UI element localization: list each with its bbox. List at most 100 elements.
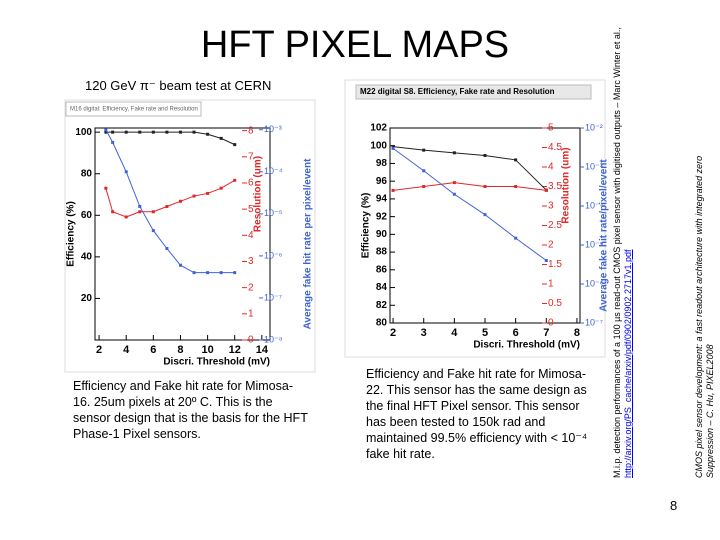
data-point bbox=[422, 148, 426, 152]
chart-header-bar bbox=[65, 101, 202, 117]
data-point bbox=[138, 130, 142, 134]
subtitle: 120 GeV π⁻ beam test at CERN bbox=[85, 78, 272, 93]
x-tick-label: 3 bbox=[421, 327, 427, 339]
y2-tick-label: 5 bbox=[248, 204, 254, 215]
data-point bbox=[544, 188, 548, 192]
reference: M.i.p. detection performances of a 100 µ… bbox=[612, 27, 634, 478]
y3-tick-label: 10⁻⁵ bbox=[264, 208, 283, 218]
y2-tick-label: 8 bbox=[248, 125, 254, 136]
y-tick-label: 102 bbox=[370, 123, 387, 134]
data-point bbox=[233, 143, 237, 147]
y2-tick-label: 4 bbox=[248, 230, 254, 241]
data-point bbox=[483, 185, 487, 188]
x-tick-label: 8 bbox=[177, 344, 183, 356]
y3-tick-label: 10⁻³ bbox=[264, 124, 282, 134]
y2-tick-label: 1.5 bbox=[548, 259, 562, 270]
y3-tick-label: 10⁻⁴ bbox=[264, 166, 283, 176]
data-point bbox=[151, 130, 155, 134]
data-point bbox=[483, 213, 487, 217]
data-point bbox=[111, 140, 115, 144]
x-tick-label: 14 bbox=[256, 344, 269, 356]
y2-tick-label: 4 bbox=[548, 162, 554, 173]
data-point bbox=[206, 132, 210, 136]
data-point bbox=[178, 199, 182, 203]
data-point bbox=[192, 130, 196, 134]
y-tick-label: 80 bbox=[81, 168, 93, 179]
series-line bbox=[393, 146, 547, 191]
data-point bbox=[452, 151, 456, 155]
y-tick-label: 20 bbox=[81, 293, 93, 304]
x-tick-label: 4 bbox=[123, 344, 130, 356]
y3-tick-label: 10⁻⁸ bbox=[264, 334, 283, 344]
data-point bbox=[104, 186, 108, 190]
y3-tick-label: 10⁻² bbox=[585, 122, 603, 132]
y3-tick-label: 10⁻⁷ bbox=[585, 317, 603, 327]
data-point bbox=[124, 130, 128, 134]
x-axis-label: Discri. Threshold (mV) bbox=[163, 357, 270, 368]
y2-tick-label: 7 bbox=[248, 151, 254, 162]
y-tick-label: 84 bbox=[376, 282, 388, 293]
x-axis-label: Discri. Threshold (mV) bbox=[473, 340, 580, 351]
data-point bbox=[192, 194, 196, 198]
caption: Efficiency and Fake hit rate for Mimosa-… bbox=[73, 379, 308, 441]
data-point bbox=[192, 271, 196, 275]
y2-tick-label: 6 bbox=[248, 178, 254, 189]
reference: CMOS pixel sensor development: a fast re… bbox=[694, 156, 716, 478]
data-point bbox=[124, 170, 128, 174]
chart-header-bar bbox=[355, 84, 592, 100]
data-point bbox=[219, 136, 223, 140]
data-point bbox=[151, 210, 155, 214]
x-tick-label: 12 bbox=[229, 344, 241, 356]
data-point bbox=[483, 153, 487, 157]
data-point bbox=[206, 271, 210, 275]
reference-text: CMOS pixel sensor development: a fast re… bbox=[694, 155, 704, 478]
data-point bbox=[219, 186, 223, 190]
y-tick-label: 96 bbox=[376, 176, 388, 187]
chart-title: M16 digital: Efficiency, Fake rate and R… bbox=[70, 107, 198, 113]
x-tick-label: 2 bbox=[390, 327, 396, 339]
data-point bbox=[422, 185, 426, 188]
y-tick-label: 60 bbox=[81, 210, 93, 221]
data-point bbox=[138, 204, 142, 208]
data-point bbox=[124, 215, 128, 219]
y3-tick-label: 10⁻⁶ bbox=[585, 278, 604, 288]
y3-tick-label: 10⁻³ bbox=[585, 161, 603, 171]
data-point bbox=[233, 178, 237, 182]
y-tick-label: 92 bbox=[376, 211, 388, 222]
y3-axis-label: Average fake hit rate/pixel/event bbox=[599, 159, 610, 312]
x-tick-label: 2 bbox=[96, 344, 102, 356]
data-point bbox=[514, 185, 518, 188]
y2-tick-label: 3.5 bbox=[548, 181, 562, 192]
y2-tick-label: 0.5 bbox=[548, 298, 562, 309]
data-point bbox=[111, 210, 115, 214]
reference-text: Suppression – C. Hu, PIXEL2008 bbox=[705, 344, 715, 478]
x-tick-label: 6 bbox=[150, 344, 156, 356]
data-point bbox=[391, 145, 395, 149]
y3-axis-label: Average fake hit rate per pixel/event bbox=[303, 158, 314, 329]
y2-tick-label: 3 bbox=[248, 256, 254, 267]
data-point bbox=[452, 181, 456, 185]
y-tick-label: 80 bbox=[376, 318, 388, 329]
x-tick-label: 4 bbox=[451, 327, 458, 339]
data-point bbox=[165, 205, 169, 209]
data-point bbox=[104, 128, 108, 132]
y2-tick-label: 3 bbox=[548, 201, 554, 212]
reference-link[interactable]: http://arxiv.org/PS_cache/arxiv/pdf/0902… bbox=[623, 249, 633, 478]
data-point bbox=[178, 263, 182, 267]
y-tick-label: 82 bbox=[376, 300, 388, 311]
data-point bbox=[111, 130, 115, 134]
data-point bbox=[422, 169, 426, 173]
y3-tick-label: 10⁻⁷ bbox=[264, 292, 282, 302]
data-point bbox=[219, 271, 223, 275]
y-tick-label: 100 bbox=[75, 127, 92, 138]
data-point bbox=[514, 236, 518, 240]
series-line bbox=[393, 182, 547, 191]
y-tick-label: 86 bbox=[376, 264, 388, 275]
y2-axis-label: Resolution (um) bbox=[561, 147, 572, 223]
x-tick-label: 6 bbox=[513, 327, 519, 339]
x-tick-label: 5 bbox=[482, 327, 488, 339]
caption: Efficiency and Fake hit rate for Mimosa-… bbox=[366, 367, 588, 461]
x-tick-label: 7 bbox=[543, 327, 549, 339]
y2-tick-label: 0 bbox=[248, 335, 254, 346]
